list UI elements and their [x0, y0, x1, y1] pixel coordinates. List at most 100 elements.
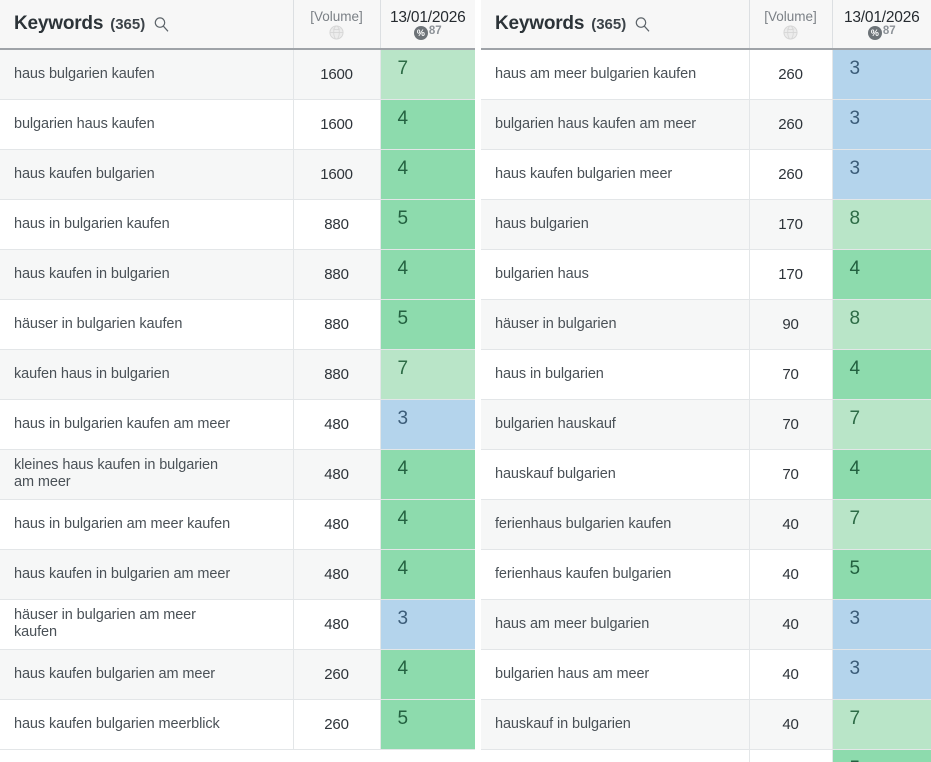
- table-row[interactable]: bulgarien ferienhaus kaufen20 5: [481, 749, 931, 762]
- keyword-cell[interactable]: kaufen haus in bulgarien: [0, 349, 294, 400]
- keyword-cell[interactable]: haus bulgarien kaufen: [0, 49, 294, 100]
- keyword-cell[interactable]: haus kaufen bulgarien meerblick: [0, 699, 294, 750]
- keyword-cell[interactable]: haus in bulgarien am meer kaufen: [0, 499, 294, 550]
- table-row[interactable]: haus in bulgarien kaufen 880 5: [0, 199, 475, 250]
- rank-score-cell[interactable]: 4: [380, 99, 475, 150]
- rank-score-cell[interactable]: 4: [832, 449, 931, 500]
- rank-score-cell[interactable]: 8: [832, 299, 931, 350]
- table-row[interactable]: haus bulgarien 170 8: [481, 199, 931, 250]
- column-header-date[interactable]: 13/01/2026 % 87: [380, 0, 475, 50]
- table-row[interactable]: kleines haus kaufen in bulgarien am meer 4…: [0, 449, 475, 500]
- keyword-cell[interactable]: haus kaufen in bulgarien am meer: [0, 549, 294, 600]
- keyword-cell[interactable]: häuser in bulgarien kaufen: [0, 299, 294, 350]
- table-row[interactable]: hauskauf bulgarien 70 4: [481, 449, 931, 500]
- table-row[interactable]: haus in bulgarien kaufen am meer 480 3: [0, 399, 475, 450]
- keyword-cell[interactable]: häuser in bulgarien: [481, 299, 750, 350]
- table-row[interactable]: haus kaufen bulgarien 1600 4: [0, 149, 475, 200]
- rank-score-cell[interactable]: 3: [380, 399, 475, 450]
- keyword-cell[interactable]: kleines haus kaufen in bulgarien am meer: [0, 449, 294, 500]
- column-header-volume[interactable]: [Volume]: [293, 0, 381, 50]
- rank-score-cell[interactable]: 7: [832, 399, 931, 450]
- keyword-cell[interactable]: hauskauf in bulgarien: [481, 699, 750, 750]
- rank-score-cell[interactable]: 3: [832, 649, 931, 700]
- keyword-cell[interactable]: bulgarien hauskauf: [481, 399, 750, 450]
- rank-score-cell[interactable]: 4: [832, 349, 931, 400]
- column-header-keywords[interactable]: Keywords (365): [481, 0, 750, 50]
- table-row[interactable]: haus in bulgarien 70 4: [481, 349, 931, 400]
- rank-score-cell[interactable]: 5: [380, 699, 475, 750]
- rank-score-cell[interactable]: 3: [832, 99, 931, 150]
- keyword-cell[interactable]: haus in bulgarien kaufen: [0, 199, 294, 250]
- rank-score-cell[interactable]: 4: [380, 549, 475, 600]
- rank-score-cell[interactable]: 5: [380, 199, 475, 250]
- keyword-text: haus kaufen bulgarien: [14, 165, 155, 182]
- rank-score-cell[interactable]: 5: [832, 549, 931, 600]
- table-row[interactable]: haus kaufen in bulgarien am meer 480 4: [0, 549, 475, 600]
- rank-score-cell[interactable]: 4: [380, 249, 475, 300]
- rank-score-cell[interactable]: 5: [832, 749, 931, 762]
- table-row[interactable]: haus kaufen in bulgarien 880 4: [0, 249, 475, 300]
- table-row[interactable]: bulgarien haus kaufen 1600 4: [0, 99, 475, 150]
- column-header-keywords[interactable]: Keywords (365): [0, 0, 294, 50]
- column-header-volume[interactable]: [Volume]: [749, 0, 833, 50]
- table-row[interactable]: bulgarien haus am meer 40 3: [481, 649, 931, 700]
- rank-score-cell[interactable]: 3: [832, 599, 931, 650]
- keyword-cell[interactable]: hauskauf bulgarien: [481, 449, 750, 500]
- rank-score-cell[interactable]: 4: [380, 649, 475, 700]
- keyword-cell[interactable]: haus am meer bulgarien: [481, 599, 750, 650]
- rank-score-cell[interactable]: 3: [380, 599, 475, 650]
- keyword-cell[interactable]: haus in bulgarien: [481, 349, 750, 400]
- keyword-cell[interactable]: bulgarien haus kaufen: [0, 99, 294, 150]
- rank-score-cell[interactable]: 4: [380, 149, 475, 200]
- keyword-cell[interactable]: haus kaufen bulgarien meer: [481, 149, 750, 200]
- rank-score-cell[interactable]: 3: [832, 49, 931, 100]
- table-row[interactable]: haus kaufen bulgarien meer 260 3: [481, 149, 931, 200]
- table-row[interactable]: bulgarien hauskauf 70 7: [481, 399, 931, 450]
- keyword-cell[interactable]: haus in bulgarien kaufen am meer: [0, 399, 294, 450]
- table-row[interactable]: bulgarien haus 170 4: [481, 249, 931, 300]
- table-row[interactable]: bulgarien haus kaufen am meer 260 3: [481, 99, 931, 150]
- keyword-cell[interactable]: haus am meer bulgarien kaufen: [481, 49, 750, 100]
- table-row[interactable]: ferienhaus kaufen bulgarien 40 5: [481, 549, 931, 600]
- table-row[interactable]: häuser in bulgarien am meer kaufen 480 3: [0, 599, 475, 650]
- rank-score-cell[interactable]: 5: [380, 299, 475, 350]
- table-row[interactable]: häuser in bulgarien kaufen 880 5: [0, 299, 475, 350]
- table-row[interactable]: häuser in bulgarien 90 8: [481, 299, 931, 350]
- table-row[interactable]: kaufen haus in bulgarien 880 7: [0, 349, 475, 400]
- keyword-cell[interactable]: ferienhaus bulgarien kaufen: [481, 499, 750, 550]
- rank-score-value: 4: [397, 507, 409, 529]
- table-row[interactable]: haus in bulgarien am meer kaufen 480 4: [0, 499, 475, 550]
- keyword-cell[interactable]: bulgarien haus: [481, 249, 750, 300]
- keyword-cell[interactable]: häuser in bulgarien am meer kaufen: [0, 599, 294, 650]
- table-row[interactable]: haus bulgarien kaufen 1600 7: [0, 49, 475, 100]
- rank-score-cell[interactable]: 7: [380, 349, 475, 400]
- rank-score-cell[interactable]: 3: [832, 149, 931, 200]
- keyword-cell[interactable]: ferienhaus kaufen bulgarien: [481, 549, 750, 600]
- keyword-cell[interactable]: haus kaufen in bulgarien: [0, 249, 294, 300]
- keyword-cell[interactable]: haus kaufen bulgarien: [0, 149, 294, 200]
- table-row[interactable]: haus kaufen bulgarien am meer 260 4: [0, 649, 475, 700]
- table-row[interactable]: ferienhaus bulgarien kaufen 40 7: [481, 499, 931, 550]
- rank-score-cell[interactable]: 7: [832, 699, 931, 750]
- table-row[interactable]: haus am meer bulgarien kaufen 260 3: [481, 49, 931, 100]
- keyword-cell[interactable]: bulgarien ferienhaus kaufen: [481, 749, 750, 762]
- volume-cell: 880: [293, 349, 381, 400]
- keyword-cell[interactable]: haus kaufen bulgarien am meer: [0, 649, 294, 700]
- table-row[interactable]: haus am meer bulgarien 40 3: [481, 599, 931, 650]
- keyword-cell[interactable]: haus bulgarien: [481, 199, 750, 250]
- keyword-cell[interactable]: bulgarien haus kaufen am meer: [481, 99, 750, 150]
- search-icon[interactable]: [153, 16, 170, 33]
- column-header-date[interactable]: 13/01/2026 % 87: [832, 0, 931, 50]
- keyword-text: bulgarien haus: [495, 265, 589, 282]
- table-row[interactable]: hauskauf in bulgarien 40 7: [481, 699, 931, 750]
- search-icon[interactable]: [634, 16, 651, 33]
- rank-score-cell[interactable]: 7: [832, 499, 931, 550]
- rank-score-cell[interactable]: 4: [380, 449, 475, 500]
- rank-score-cell[interactable]: 4: [832, 249, 931, 300]
- rank-score-cell[interactable]: 8: [832, 199, 931, 250]
- rank-score-cell[interactable]: 7: [380, 49, 475, 100]
- rank-score-cell[interactable]: 4: [380, 499, 475, 550]
- panel-divider: [475, 0, 481, 762]
- keyword-cell[interactable]: bulgarien haus am meer: [481, 649, 750, 700]
- table-row[interactable]: haus kaufen bulgarien meerblick 260 5: [0, 699, 475, 750]
